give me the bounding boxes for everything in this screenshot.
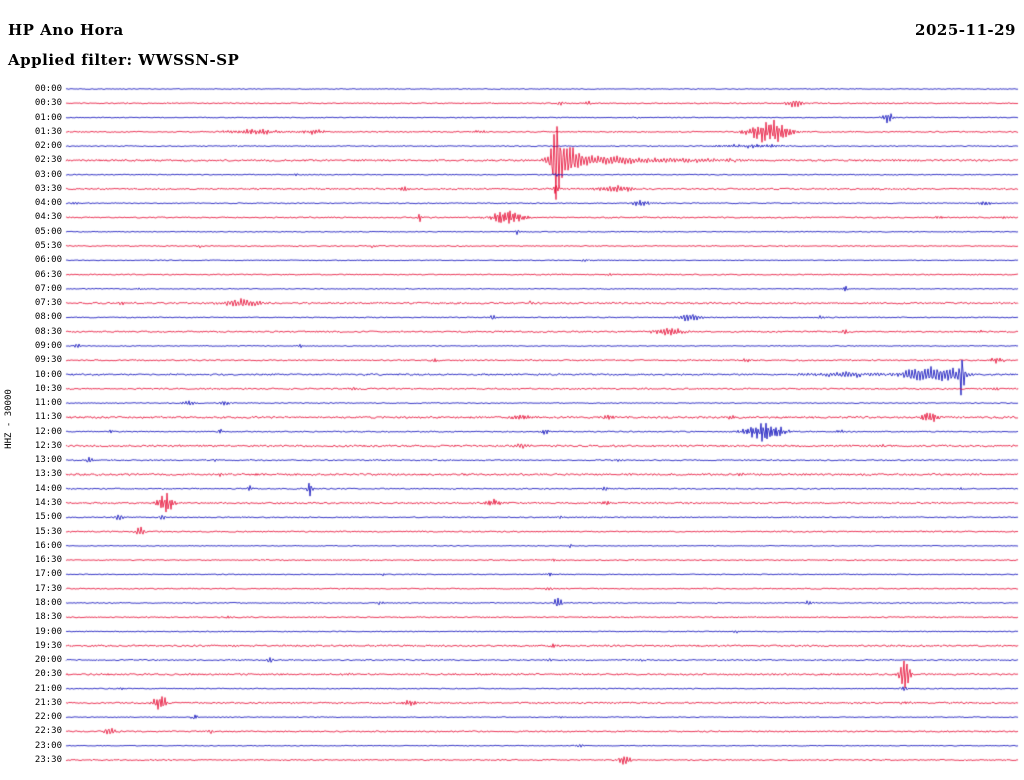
seismogram-traces-canvas [0, 0, 1024, 780]
helicorder-page: HP Ano Hora 2025-11-29 Applied filter: W… [0, 0, 1024, 780]
